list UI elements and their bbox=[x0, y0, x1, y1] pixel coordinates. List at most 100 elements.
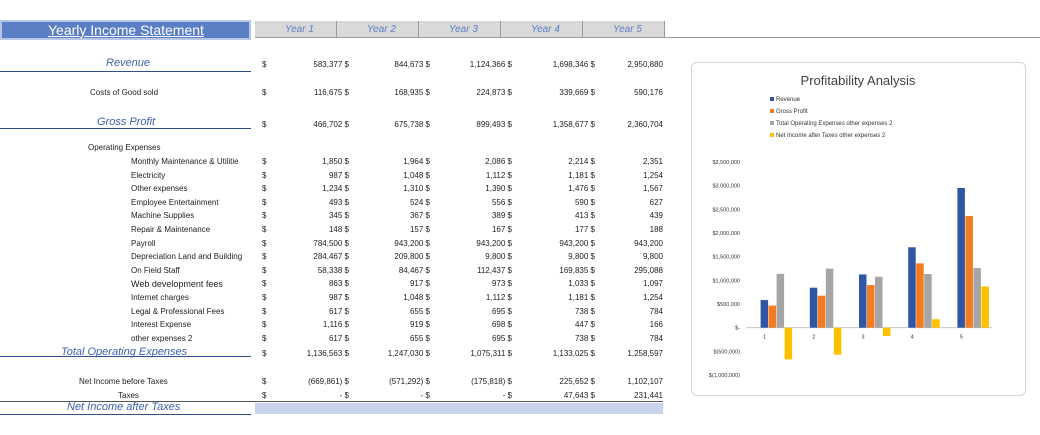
opex-row-12-value-year-4[interactable]: 738 $ bbox=[574, 306, 595, 316]
opex-row-6-value-year-2[interactable]: 157 $ bbox=[409, 225, 430, 234]
opex-row-11-value-year-2[interactable]: 1,048 $ bbox=[403, 293, 430, 302]
opex-row-12-value-year-1[interactable]: 617 $ bbox=[328, 306, 349, 316]
total-opex-row-value-year-2[interactable]: 1,247,030 $ bbox=[387, 349, 430, 358]
opex-row-6-value-year-1[interactable]: 148 $ bbox=[328, 225, 349, 234]
opex-row-8-value-year-3[interactable]: 9,800 $ bbox=[485, 252, 512, 262]
revenue-row-value-year-1[interactable]: 583,377 $ bbox=[313, 60, 349, 69]
opex-row-11-value-year-4[interactable]: 1,181 $ bbox=[568, 293, 595, 302]
opex-row-4-value-year-5[interactable]: 627 bbox=[649, 197, 663, 207]
opex-row-2-value-year-2[interactable]: 1,048 $ bbox=[403, 170, 430, 180]
taxes-row-value-year-4[interactable]: 47,643 $ bbox=[563, 391, 595, 400]
opex-row-14-value-year-2[interactable]: 655 $ bbox=[409, 333, 430, 343]
gross-profit-row-value-year-1[interactable]: 466,702 $ bbox=[313, 120, 349, 129]
opex-row-8-value-year-2[interactable]: 209,800 $ bbox=[394, 252, 430, 262]
gross-profit-row-value-year-3[interactable]: 899,493 $ bbox=[476, 120, 512, 129]
taxes-row-value-year-3[interactable]: - $ bbox=[502, 391, 512, 400]
profitability-chart[interactable]: Profitability Analysis Revenue Gross Profi… bbox=[691, 62, 1026, 396]
opex-row-7-value-year-3[interactable]: 943,200 $ bbox=[476, 238, 512, 248]
opex-row-3-value-year-5[interactable]: 1,567 bbox=[642, 184, 663, 194]
sheet-title-cell[interactable]: Yearly Income Statement bbox=[0, 20, 251, 40]
opex-row-7-value-year-2[interactable]: 943,200 $ bbox=[394, 238, 430, 248]
opex-row-2-value-year-3[interactable]: 1,112 $ bbox=[485, 170, 512, 180]
cogs-row-value-year-5[interactable]: 590,176 bbox=[634, 88, 663, 97]
taxes-row-value-year-1[interactable]: - $ bbox=[339, 391, 349, 400]
opex-row-12-value-year-5[interactable]: 784 bbox=[649, 306, 663, 316]
opex-row-1-value-year-3[interactable]: 2,086 $ bbox=[485, 157, 512, 166]
cogs-row-value-year-2[interactable]: 168,935 $ bbox=[394, 88, 430, 97]
taxes-row-value-year-5[interactable]: 231,441 bbox=[634, 391, 663, 400]
opex-row-7-value-year-4[interactable]: 943,200 $ bbox=[559, 238, 595, 248]
opex-row-9-value-year-4[interactable]: 169,835 $ bbox=[559, 265, 595, 275]
nibt-row-value-year-1[interactable]: (669,861) $ bbox=[308, 377, 349, 386]
opex-row-6-value-year-4[interactable]: 177 $ bbox=[574, 225, 595, 234]
total-opex-row-value-year-5[interactable]: 1,258,597 bbox=[627, 349, 663, 358]
opex-row-4-value-year-2[interactable]: 524 $ bbox=[409, 197, 430, 207]
nibt-row-value-year-3[interactable]: (175,818) $ bbox=[471, 377, 512, 386]
opex-row-6-value-year-5[interactable]: 188 bbox=[649, 225, 663, 234]
opex-row-11-value-year-5[interactable]: 1,254 bbox=[642, 293, 663, 302]
opex-row-1-value-year-4[interactable]: 2,214 $ bbox=[568, 157, 595, 166]
opex-row-3-value-year-4[interactable]: 1,476 $ bbox=[568, 184, 595, 194]
taxes-row-value-year-2[interactable]: - $ bbox=[420, 391, 430, 400]
opex-row-6-value-year-3[interactable]: 167 $ bbox=[491, 225, 512, 234]
opex-row-10-value-year-1[interactable]: 863 $ bbox=[328, 279, 349, 289]
opex-row-13-value-year-1[interactable]: 1,116 $ bbox=[322, 320, 349, 330]
opex-row-2-value-year-1[interactable]: 987 $ bbox=[328, 170, 349, 180]
gross-profit-row-value-year-4[interactable]: 1,358,677 $ bbox=[552, 120, 595, 129]
opex-row-13-value-year-3[interactable]: 698 $ bbox=[491, 320, 512, 330]
revenue-row-value-year-4[interactable]: 1,698,346 $ bbox=[552, 60, 595, 69]
opex-row-1-value-year-1[interactable]: 1,850 $ bbox=[322, 157, 349, 166]
opex-row-5-value-year-1[interactable]: 345 $ bbox=[328, 211, 349, 221]
opex-row-10-value-year-5[interactable]: 1,097 bbox=[642, 279, 663, 289]
opex-row-3-value-year-2[interactable]: 1,310 $ bbox=[403, 184, 430, 194]
year-header-5[interactable]: Year 5 bbox=[583, 21, 665, 38]
opex-row-8-value-year-1[interactable]: 284,467 $ bbox=[313, 252, 349, 262]
opex-row-2-value-year-5[interactable]: 1,254 bbox=[642, 170, 663, 180]
opex-row-14-value-year-1[interactable]: 617 $ bbox=[328, 333, 349, 343]
opex-row-14-value-year-4[interactable]: 738 $ bbox=[574, 333, 595, 343]
opex-row-9-value-year-2[interactable]: 84,467 $ bbox=[398, 265, 430, 275]
opex-row-1-value-year-5[interactable]: 2,351 bbox=[642, 157, 663, 166]
revenue-row-value-year-5[interactable]: 2,950,880 bbox=[627, 60, 663, 69]
opex-row-5-value-year-5[interactable]: 439 bbox=[649, 211, 663, 221]
opex-row-5-value-year-3[interactable]: 389 $ bbox=[491, 211, 512, 221]
opex-row-8-value-year-5[interactable]: 9,800 bbox=[642, 252, 663, 262]
opex-row-7-value-year-5[interactable]: 943,200 bbox=[634, 238, 663, 248]
opex-row-14-value-year-5[interactable]: 784 bbox=[649, 333, 663, 343]
opex-row-1-value-year-2[interactable]: 1,964 $ bbox=[403, 157, 430, 166]
opex-row-10-value-year-4[interactable]: 1,033 $ bbox=[568, 279, 595, 289]
opex-row-11-value-year-3[interactable]: 1,112 $ bbox=[485, 293, 512, 302]
opex-row-12-value-year-2[interactable]: 655 $ bbox=[409, 306, 430, 316]
opex-row-14-value-year-3[interactable]: 695 $ bbox=[491, 333, 512, 343]
opex-row-3-value-year-3[interactable]: 1,390 $ bbox=[485, 184, 512, 194]
cogs-row-value-year-3[interactable]: 224,873 $ bbox=[476, 88, 512, 97]
revenue-row-value-year-3[interactable]: 1,124,366 $ bbox=[469, 60, 512, 69]
opex-row-13-value-year-2[interactable]: 919 $ bbox=[409, 320, 430, 330]
cogs-row-value-year-4[interactable]: 339,669 $ bbox=[559, 88, 595, 97]
opex-row-3-value-year-1[interactable]: 1,234 $ bbox=[322, 184, 349, 194]
gross-profit-row-value-year-2[interactable]: 675,738 $ bbox=[394, 120, 430, 129]
opex-row-4-value-year-1[interactable]: 493 $ bbox=[328, 197, 349, 207]
opex-row-4-value-year-3[interactable]: 556 $ bbox=[491, 197, 512, 207]
year-header-1[interactable]: Year 1 bbox=[255, 21, 337, 38]
opex-row-12-value-year-3[interactable]: 695 $ bbox=[491, 306, 512, 316]
opex-row-5-value-year-4[interactable]: 413 $ bbox=[574, 211, 595, 221]
cogs-row-value-year-1[interactable]: 116,675 $ bbox=[314, 88, 349, 97]
nibt-row-value-year-4[interactable]: 225,652 $ bbox=[559, 377, 595, 386]
year-header-3[interactable]: Year 3 bbox=[419, 21, 501, 38]
nibt-row-value-year-5[interactable]: 1,102,107 bbox=[627, 377, 663, 386]
opex-row-2-value-year-4[interactable]: 1,181 $ bbox=[568, 170, 595, 180]
opex-row-9-value-year-1[interactable]: 58,338 $ bbox=[317, 265, 349, 275]
opex-row-11-value-year-1[interactable]: 987 $ bbox=[328, 293, 349, 302]
year-header-4[interactable]: Year 4 bbox=[501, 21, 583, 38]
total-opex-row-value-year-1[interactable]: 1,136,563 $ bbox=[306, 349, 349, 358]
total-opex-row-value-year-4[interactable]: 1,133,025 $ bbox=[552, 349, 595, 358]
nibt-row-value-year-2[interactable]: (571,292) $ bbox=[389, 377, 430, 386]
gross-profit-row-value-year-5[interactable]: 2,360,704 bbox=[627, 120, 663, 129]
year-header-2[interactable]: Year 2 bbox=[337, 21, 419, 38]
opex-row-8-value-year-4[interactable]: 9,800 $ bbox=[568, 252, 595, 262]
opex-row-13-value-year-4[interactable]: 447 $ bbox=[574, 320, 595, 330]
opex-row-5-value-year-2[interactable]: 367 $ bbox=[409, 211, 430, 221]
opex-row-10-value-year-2[interactable]: 917 $ bbox=[409, 279, 430, 289]
revenue-row-value-year-2[interactable]: 844,673 $ bbox=[394, 60, 430, 69]
